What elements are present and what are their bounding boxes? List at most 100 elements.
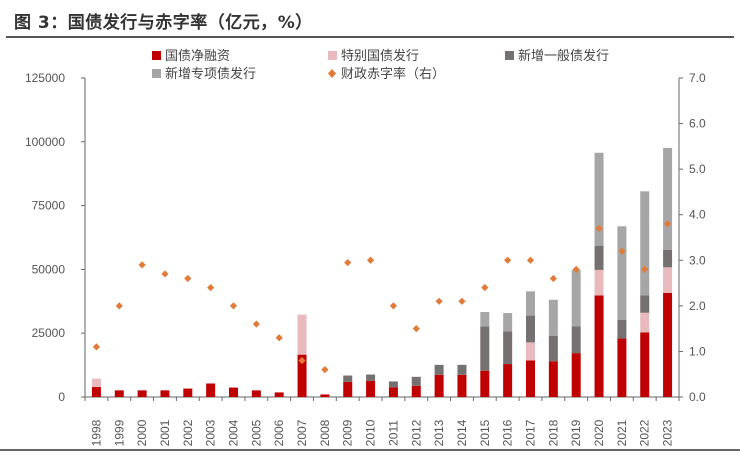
deficit-rate-point: [572, 265, 580, 273]
deficit-rate-point: [161, 270, 169, 278]
bar-segment-0: [297, 354, 307, 397]
bar-segment-3: [640, 191, 650, 296]
bar-segment-2: [640, 295, 650, 313]
right-axis-tick-label: 3.0: [689, 253, 706, 267]
x-axis-tick-label: 2019: [569, 419, 583, 446]
legend-swatch: [505, 51, 514, 60]
deficit-rate-point: [595, 224, 603, 232]
x-axis-tick-label: 2008: [318, 419, 332, 446]
bar-segment-0: [548, 361, 558, 397]
left-axis-tick-label: 50000: [32, 262, 66, 276]
bar-segment-0: [229, 387, 238, 397]
x-axis-tick-label: 2015: [478, 419, 492, 446]
x-axis-tick-label: 2000: [135, 419, 149, 446]
bar-segment-3: [526, 291, 535, 316]
x-axis-tick-label: 1999: [112, 419, 126, 446]
legend-label: 新增专项债发行: [165, 66, 256, 82]
bar-segment-3: [503, 313, 513, 332]
bar-segment-2: [503, 331, 513, 365]
bar-segment-0: [343, 381, 353, 397]
bar-segment-0: [640, 332, 650, 397]
bar-segment-0: [160, 390, 170, 397]
bar-segment-2: [526, 315, 535, 343]
x-axis-tick-label: 2009: [341, 419, 355, 446]
bar-segment-0: [274, 392, 284, 397]
x-axis-tick-label: 2003: [204, 419, 218, 446]
bar-segment-2: [663, 249, 673, 268]
bar-segment-0: [320, 394, 330, 397]
x-axis-tick-label: 2018: [546, 419, 560, 446]
left-axis-tick-label: 100000: [25, 135, 65, 149]
bar-segment-2: [343, 375, 353, 382]
bar-segment-0: [503, 364, 513, 397]
deficit-rate-point: [389, 302, 398, 310]
left-axis-tick-label: 25000: [32, 326, 66, 340]
x-axis-tick-label: 1998: [89, 419, 103, 446]
x-axis-tick-label: 2011: [386, 420, 400, 446]
bar-segment-0: [457, 374, 467, 397]
legend-label: 财政赤字率（右）: [341, 66, 445, 82]
bar-segment-0: [526, 360, 535, 397]
bar-segment-0: [480, 370, 490, 397]
legend-swatch: [328, 51, 337, 60]
bar-segment-2: [434, 364, 444, 375]
bar-segment-3: [548, 299, 558, 336]
x-axis-tick-label: 2006: [272, 419, 286, 446]
right-axis-tick-label: 6.0: [689, 117, 706, 131]
right-axis-tick-label: 4.0: [689, 208, 706, 222]
bar-segment-3: [663, 147, 673, 250]
x-axis-tick-label: 2022: [638, 419, 652, 446]
bar-segment-0: [183, 388, 193, 397]
title-divider: [6, 36, 734, 38]
bar-segment-0: [571, 353, 581, 397]
bar-segment-3: [594, 152, 604, 246]
left-axis-tick-label: 125000: [25, 71, 65, 85]
bar-segment-0: [434, 374, 444, 397]
bar-segment-2: [388, 381, 398, 388]
bar-segment-1: [594, 269, 604, 296]
bar-segment-0: [411, 385, 421, 397]
deficit-rate-point: [641, 265, 649, 273]
x-axis-tick-label: 2004: [227, 419, 241, 446]
x-axis-tick-label: 2013: [432, 419, 446, 446]
chart-title: 图 3：国债发行与赤字率（亿元，%）: [14, 13, 313, 33]
legend-label: 国债净融资: [165, 49, 230, 64]
bar-segment-3: [617, 226, 627, 320]
legend-swatch: [328, 69, 336, 78]
left-axis-tick-label: 0: [58, 390, 65, 404]
right-axis-tick-label: 5.0: [689, 162, 706, 176]
bar-segment-0: [114, 390, 124, 397]
deficit-rate-point: [207, 284, 215, 292]
x-axis-tick-label: 2001: [158, 419, 172, 446]
deficit-rate-point: [663, 220, 672, 228]
deficit-rate-point: [298, 356, 306, 365]
x-axis-tick-label: 2002: [181, 419, 195, 446]
deficit-rate-point: [526, 256, 535, 264]
bar-segment-0: [91, 387, 101, 397]
bar-segment-0: [594, 295, 604, 397]
deficit-rate-point: [458, 297, 466, 305]
x-axis-tick-label: 2017: [524, 419, 538, 446]
bar-segment-2: [457, 364, 467, 375]
bar-segment-2: [548, 335, 558, 362]
x-axis-tick-label: 2005: [249, 419, 263, 446]
deficit-rate-point: [115, 302, 123, 310]
x-axis-tick-label: 2010: [364, 419, 378, 446]
bar-segment-0: [251, 390, 261, 397]
x-axis-tick-label: 2023: [661, 419, 675, 446]
x-axis-tick-label: 2016: [501, 419, 515, 446]
bar-segment-1: [297, 314, 307, 355]
deficit-rate-point: [275, 334, 283, 342]
bar-segment-0: [617, 338, 627, 397]
bar-segment-2: [411, 376, 421, 386]
legend-swatch: [152, 51, 161, 60]
bar-segment-2: [480, 326, 490, 371]
bar-segment-3: [480, 312, 490, 327]
deficit-rate-point: [321, 366, 329, 374]
bottom-divider: [0, 449, 740, 451]
legend-label: 新增一般债发行: [518, 48, 609, 64]
bar-segment-0: [137, 390, 147, 397]
bar-segment-1: [526, 342, 535, 361]
legend-swatch: [152, 69, 161, 78]
